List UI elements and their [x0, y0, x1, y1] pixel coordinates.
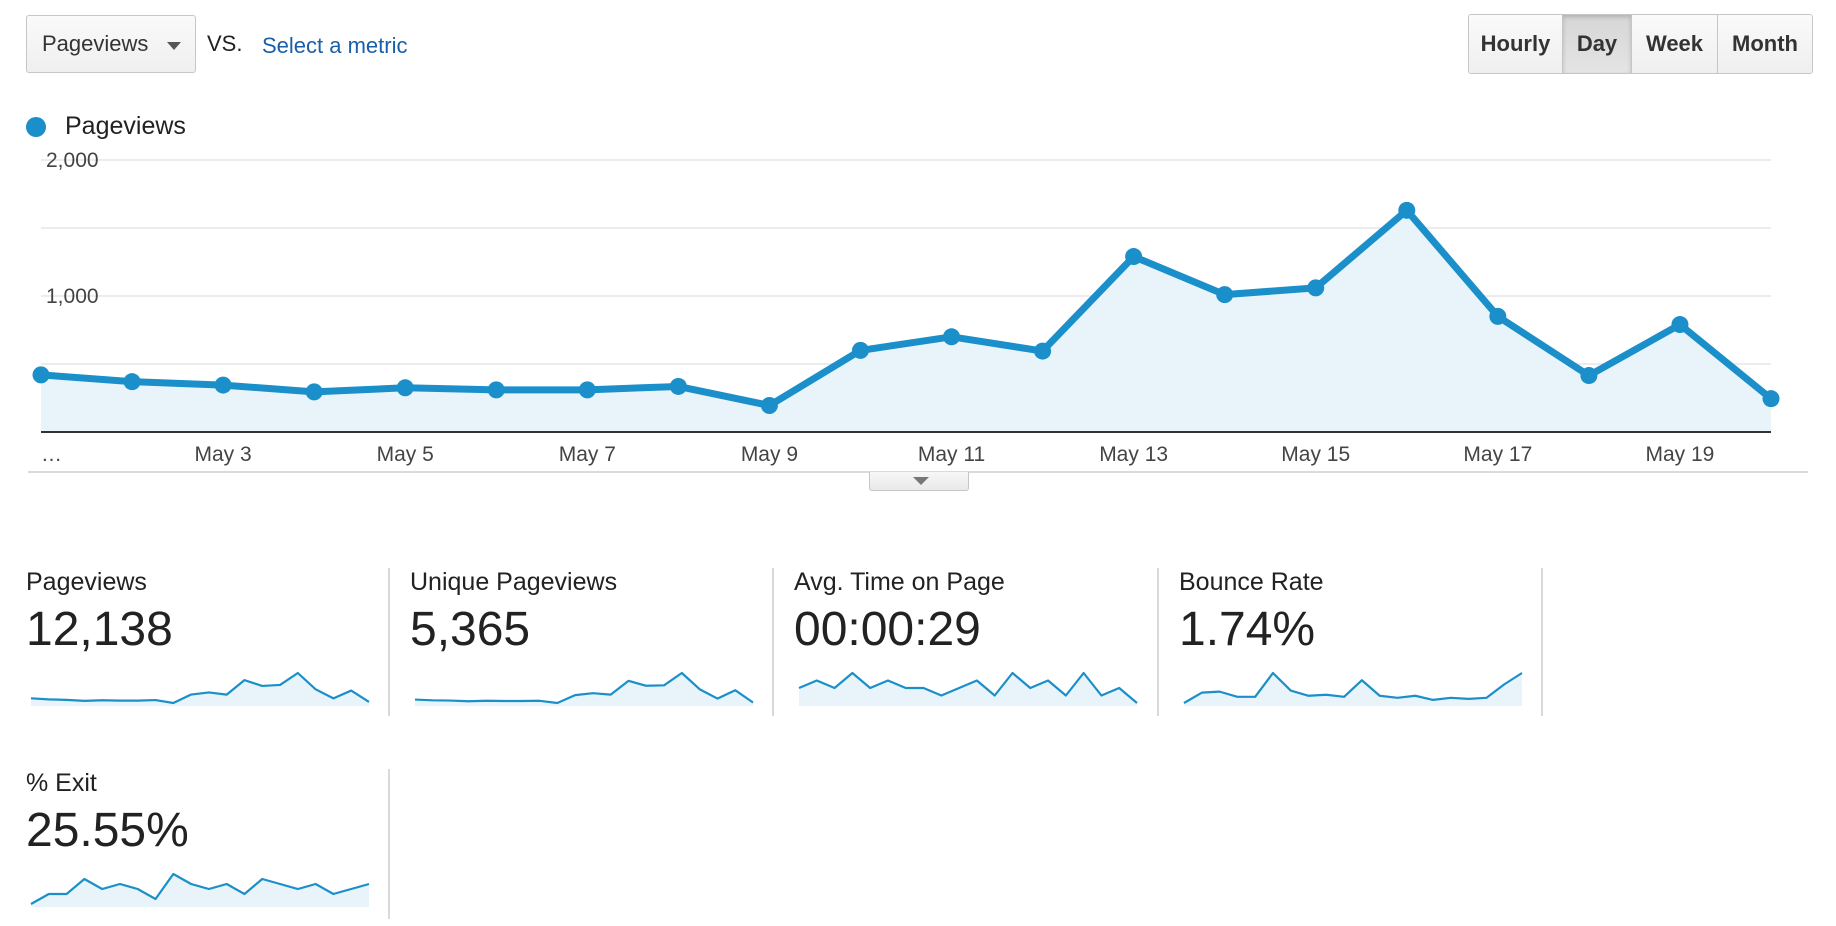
- data-point: [1762, 390, 1780, 408]
- x-tick-label: May 17: [1463, 443, 1532, 466]
- sparkline: [1183, 671, 1523, 706]
- scorecard-value: 25.55%: [26, 804, 189, 857]
- period-button-hourly[interactable]: Hourly: [1469, 15, 1563, 73]
- scorecard-divider: [1541, 568, 1543, 716]
- data-point: [578, 381, 596, 399]
- scorecard-divider: [772, 568, 774, 716]
- sparkline-area: [415, 673, 753, 706]
- scorecard-title: Bounce Rate: [1179, 568, 1324, 596]
- scorecard-value: 00:00:29: [794, 603, 981, 656]
- data-point: [1489, 307, 1507, 325]
- sparkline-area: [31, 874, 369, 907]
- series-line-pageviews: [37, 206, 1775, 409]
- data-point: [32, 366, 50, 384]
- sparkline: [30, 872, 370, 907]
- pageviews-line-chart: 2,000 1,000 … May 3 May 5 May 7 May 9 May 11 May…: [28, 149, 1808, 473]
- metric-select-label: Pageviews: [42, 31, 149, 56]
- select-metric-link[interactable]: Select a metric: [262, 33, 408, 58]
- sparkline-line: [1183, 671, 1523, 704]
- sparkline-area: [31, 673, 369, 706]
- legend-label: Pageviews: [65, 112, 186, 140]
- y-tick-label: 2,000: [46, 149, 99, 172]
- data-point: [123, 373, 141, 391]
- scorecard-value: 5,365: [410, 603, 531, 656]
- x-tick-label: May 15: [1281, 443, 1350, 466]
- scorecard-pageviews[interactable]: Pageviews 12,138: [26, 568, 386, 718]
- data-point: [760, 396, 778, 414]
- x-tick-label: May 19: [1646, 443, 1715, 466]
- data-point: [1034, 342, 1052, 360]
- period-button-week[interactable]: Week: [1632, 15, 1718, 73]
- x-tick-label: May 9: [741, 443, 798, 466]
- data-point: [943, 328, 961, 346]
- data-point: [1216, 286, 1234, 304]
- scorecard-avg-time-on-page[interactable]: Avg. Time on Page 00:00:29: [794, 568, 1154, 718]
- data-point: [214, 376, 232, 394]
- vs-label: VS.: [207, 31, 243, 56]
- scorecard-title: Unique Pageviews: [410, 568, 618, 596]
- period-button-day[interactable]: Day: [1563, 15, 1632, 73]
- data-point: [305, 383, 323, 401]
- scorecard-bounce-rate[interactable]: Bounce Rate 1.74%: [1179, 568, 1539, 718]
- sparkline: [414, 671, 754, 706]
- data-point: [1398, 201, 1416, 219]
- sparkline-line: [30, 671, 370, 705]
- period-toggle-group: Hourly Day Week Month: [1468, 14, 1813, 74]
- period-button-month[interactable]: Month: [1718, 15, 1812, 73]
- sparkline-line: [414, 671, 754, 705]
- scorecard-divider: [388, 568, 390, 716]
- scorecard-exit-rate[interactable]: % Exit 25.55%: [26, 769, 386, 919]
- scorecard-title: Avg. Time on Page: [794, 568, 1005, 596]
- data-point: [1580, 367, 1598, 385]
- data-point: [1125, 248, 1143, 266]
- data-point: [851, 341, 869, 359]
- scorecard-title: % Exit: [26, 769, 97, 797]
- y-tick-label: 1,000: [46, 285, 99, 308]
- metric-select-dropdown[interactable]: Pageviews: [26, 15, 196, 73]
- scorecard-title: Pageviews: [26, 568, 147, 596]
- sparkline-line: [798, 671, 1138, 704]
- x-tick-label: May 11: [918, 443, 985, 466]
- data-point: [487, 381, 505, 399]
- series-area-fill: [41, 210, 1771, 432]
- chevron-down-icon: [913, 477, 929, 485]
- sparkline: [798, 671, 1138, 706]
- scorecard-unique-pageviews[interactable]: Unique Pageviews 5,365: [410, 568, 770, 718]
- sparkline-line: [30, 872, 370, 905]
- x-tick-label: May 7: [559, 443, 616, 466]
- data-point: [1671, 316, 1689, 334]
- x-tick-label: May 13: [1099, 443, 1168, 466]
- data-point: [396, 379, 414, 397]
- x-tick-label: May 5: [377, 443, 434, 466]
- scorecard-divider: [1157, 568, 1159, 716]
- scorecard-value: 1.74%: [1179, 603, 1316, 656]
- sparkline: [30, 671, 370, 706]
- x-tick-label: …: [41, 443, 62, 466]
- data-point: [1307, 279, 1325, 297]
- sparkline-area: [799, 673, 1137, 706]
- scorecard-divider: [388, 769, 390, 919]
- chart-legend: Pageviews: [26, 112, 186, 141]
- legend-color-swatch: [26, 116, 46, 137]
- x-tick-label: May 3: [195, 443, 252, 466]
- scorecard-value: 12,138: [26, 603, 173, 656]
- chevron-down-icon: [167, 42, 181, 50]
- data-point: [669, 377, 687, 395]
- chart-collapse-handle[interactable]: [869, 472, 969, 491]
